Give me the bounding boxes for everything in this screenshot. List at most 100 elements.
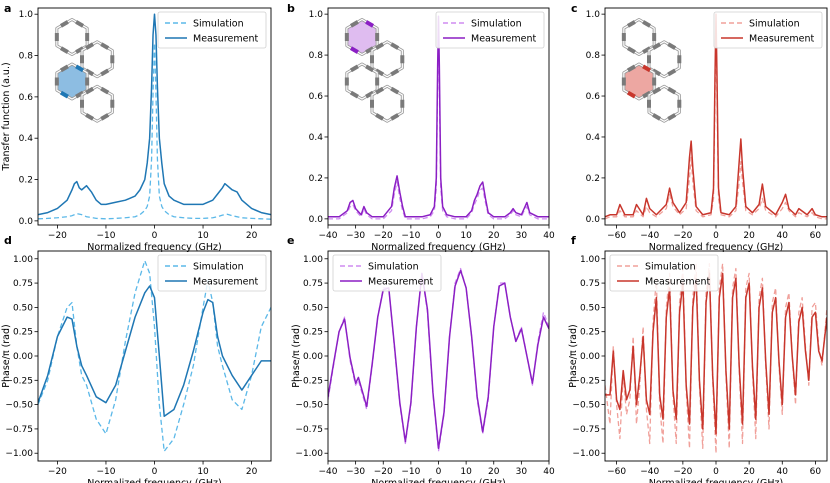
x-tick-label: 40 bbox=[543, 231, 555, 241]
y-tick-label: 0.0 bbox=[586, 215, 601, 225]
inset-waveguide bbox=[81, 85, 113, 122]
inset-phase-shifter bbox=[652, 77, 657, 86]
y-axis-label: Transfer function (a.u.) bbox=[1, 62, 12, 171]
legend: Simulation Measurement bbox=[157, 254, 267, 292]
legend-label: Simulation bbox=[471, 19, 522, 30]
y-tick-label: 0.6 bbox=[19, 93, 34, 103]
y-tick-label: 0.2 bbox=[19, 176, 33, 186]
inset-phase-shifter bbox=[375, 42, 385, 50]
y-tick-label: 1.0 bbox=[19, 10, 34, 20]
y-tick-label: 0.00 bbox=[13, 352, 33, 362]
inset-waveguide bbox=[648, 85, 680, 122]
legend-label: Measurement bbox=[749, 34, 814, 45]
inset-phase-shifter bbox=[626, 64, 636, 73]
inset-phase-shifter bbox=[677, 99, 682, 108]
y-tick-label: 0.0 bbox=[309, 215, 324, 225]
y-tick-label: −1.00 bbox=[572, 449, 600, 459]
legend-label: Simulation bbox=[193, 19, 244, 30]
y-tick-label: 0.50 bbox=[13, 303, 33, 313]
inset-schematic bbox=[54, 18, 115, 123]
y-tick-label: 0.8 bbox=[19, 52, 34, 62]
inset-waveguide bbox=[346, 63, 378, 100]
y-tick-label: 0.6 bbox=[586, 92, 601, 102]
y-tick-label: −0.50 bbox=[572, 401, 600, 411]
x-tick-label: −40 bbox=[319, 467, 338, 477]
x-axis-label: Normalized frequency (GHz) bbox=[371, 242, 505, 253]
inset-phase-shifter bbox=[85, 33, 90, 41]
inset-waveguide bbox=[346, 18, 378, 56]
y-axis-label: Phase/π (rad) bbox=[1, 324, 12, 387]
inset-phase-shifter bbox=[75, 64, 85, 73]
x-tick-label: 20 bbox=[488, 467, 500, 477]
y-tick-label: 0.25 bbox=[303, 328, 323, 338]
y-tick-label: −0.75 bbox=[295, 425, 323, 435]
x-tick-label: 20 bbox=[743, 231, 755, 241]
inset-schematic bbox=[344, 18, 405, 123]
legend-box bbox=[713, 11, 823, 49]
inset-phase-shifter bbox=[85, 86, 95, 95]
inset-phase-shifter bbox=[375, 33, 380, 41]
panel-label: b bbox=[287, 2, 295, 15]
inset-phase-shifter bbox=[647, 55, 651, 64]
inset-waveguide bbox=[56, 63, 88, 100]
x-tick-label: −40 bbox=[319, 231, 338, 241]
inset-phase-shifter bbox=[75, 90, 85, 99]
legend-label: Simulation bbox=[749, 19, 800, 30]
inset-phase-shifter bbox=[100, 86, 110, 95]
inset-phase-shifter bbox=[400, 99, 405, 108]
x-tick-label: −20 bbox=[673, 231, 692, 241]
legend-label: Measurement bbox=[193, 277, 258, 288]
x-tick-label: 10 bbox=[460, 231, 472, 241]
x-axis-label: Normalized frequency (GHz) bbox=[87, 242, 221, 253]
inset-phase-shifter bbox=[365, 90, 375, 99]
y-tick-label: 1.0 bbox=[309, 10, 324, 20]
legend: Simulation Measurement bbox=[332, 254, 442, 292]
series-line-simulation bbox=[605, 19, 827, 220]
inset-phase-shifter bbox=[349, 20, 359, 28]
x-tick-label: 30 bbox=[516, 467, 528, 477]
x-tick-label: 0 bbox=[152, 231, 158, 241]
inset-phase-shifter bbox=[370, 99, 374, 108]
inset-phase-shifter bbox=[365, 46, 375, 54]
legend-label: Simulation bbox=[193, 262, 244, 273]
x-tick-label: −10 bbox=[96, 467, 115, 477]
inset-phase-shifter bbox=[390, 113, 400, 121]
series-line-simulation bbox=[328, 19, 549, 220]
x-tick-label: −60 bbox=[607, 231, 626, 241]
inset-phase-shifter bbox=[375, 68, 385, 77]
panel-label: a bbox=[4, 2, 11, 15]
legend: Simulation Measurement bbox=[609, 254, 719, 292]
y-tick-label: 0.4 bbox=[19, 134, 34, 144]
panel-label: c bbox=[571, 2, 578, 15]
x-tick-label: 0 bbox=[713, 231, 719, 241]
y-tick-label: 0.8 bbox=[586, 51, 601, 61]
inset-phase-shifter bbox=[677, 55, 682, 64]
inset-phase-shifter bbox=[390, 68, 400, 77]
x-axis-label: Normalized frequency (GHz) bbox=[649, 478, 783, 483]
inset-phase-shifter bbox=[642, 90, 652, 99]
legend-box bbox=[609, 254, 719, 292]
x-axis-label: Normalized frequency (GHz) bbox=[649, 242, 783, 253]
x-tick-label: −20 bbox=[48, 231, 67, 241]
x-tick-label: −20 bbox=[374, 467, 393, 477]
y-tick-label: −0.75 bbox=[572, 425, 600, 435]
y-tick-label: −0.25 bbox=[295, 376, 323, 386]
inset-waveguide bbox=[623, 63, 655, 100]
x-tick-label: −10 bbox=[401, 467, 420, 477]
y-tick-label: 1.00 bbox=[580, 255, 600, 265]
legend-box bbox=[157, 254, 267, 292]
inset-phase-shifter bbox=[75, 46, 85, 54]
inset-phase-shifter bbox=[621, 77, 626, 86]
inset-phase-shifter bbox=[365, 64, 375, 73]
x-tick-label: 0 bbox=[152, 467, 158, 477]
y-tick-label: −0.25 bbox=[5, 376, 33, 386]
inset-phase-shifter bbox=[652, 86, 662, 95]
inset-phase-shifter bbox=[375, 86, 385, 95]
x-tick-label: −30 bbox=[346, 231, 365, 241]
legend-label: Measurement bbox=[471, 34, 536, 45]
x-tick-label: 10 bbox=[197, 467, 209, 477]
x-tick-label: 40 bbox=[777, 467, 789, 477]
legend-label: Simulation bbox=[645, 262, 696, 273]
x-tick-label: 10 bbox=[460, 467, 472, 477]
panel-label: d bbox=[4, 234, 12, 247]
